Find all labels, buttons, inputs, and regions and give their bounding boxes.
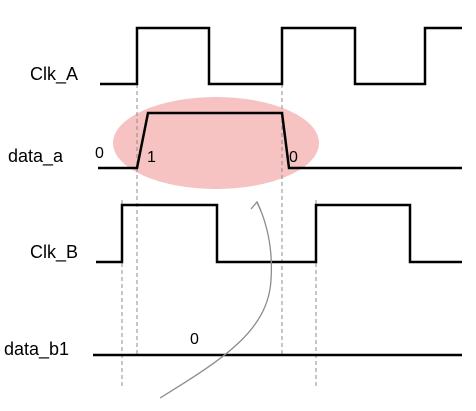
signal-label-clk-b: Clk_B	[30, 242, 78, 263]
arrow-head-icon	[250, 200, 262, 212]
data-a-value-high: 1	[147, 149, 156, 166]
data-a-value-after: 0	[289, 149, 298, 166]
highlight-ellipse	[113, 97, 319, 189]
annotation-arrow	[159, 201, 273, 399]
clk-a-waveform	[100, 26, 462, 86]
signal-label-data-b1: data_b1	[4, 339, 69, 360]
signal-label-clk-a: Clk_A	[30, 64, 78, 85]
data-b1-value: 0	[190, 331, 199, 348]
data-a-waveform	[98, 111, 462, 170]
clk-b-waveform	[96, 203, 462, 264]
data-a-value-before: 0	[95, 145, 104, 162]
signal-label-data-a: data_a	[8, 146, 64, 167]
